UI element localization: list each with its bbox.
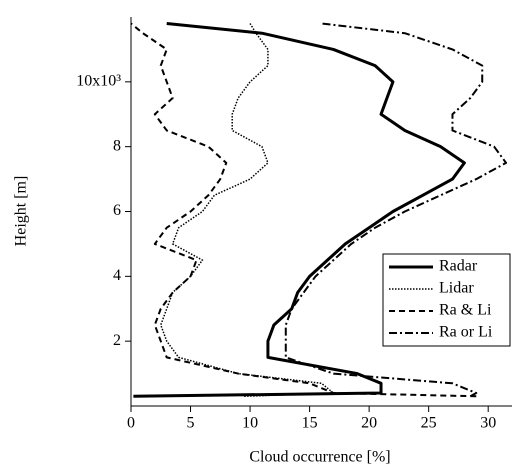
y-tick-label: 8 [113,137,121,154]
legend-label: Ra or Li [439,324,493,341]
series-line [160,23,335,398]
y-axis-label: Height [m] [13,176,30,247]
y-tick-label: 6 [113,202,121,219]
y-tick-label: 10x10³ [76,73,121,90]
x-axis-label: Cloud occurrence [%] [249,449,390,466]
x-tick-label: 10 [242,415,258,432]
y-tick-label: 4 [113,267,121,284]
legend-label: Ra & Li [439,302,492,319]
series-line [284,22,508,398]
series-line [133,21,466,398]
legend-box [382,253,511,347]
x-tick-label: 30 [480,415,496,432]
x-tick-label: 5 [187,415,195,432]
x-tick-label: 20 [361,415,377,432]
x-tick-label: 0 [127,415,135,432]
legend-label: Lidar [439,280,474,297]
y-tick-label: 2 [113,332,121,349]
x-tick-label: 15 [302,415,318,432]
legend-label: Radar [439,258,478,275]
x-tick-label: 25 [421,415,437,432]
